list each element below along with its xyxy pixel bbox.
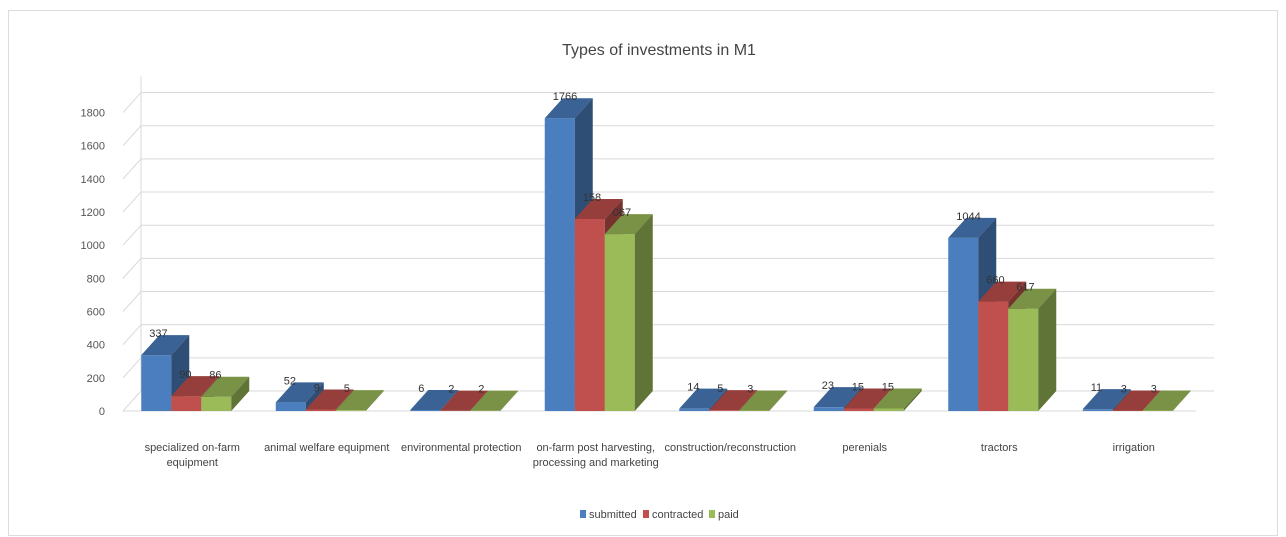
gridline-side [123,126,141,146]
bar-paid [1008,289,1056,411]
data-label: 52 [284,375,296,387]
data-label: 337 [149,328,167,340]
data-label: 5 [344,383,350,395]
y-tick-label: 800 [87,273,105,285]
data-label: 6 [418,383,424,395]
category-label: irrigation [1113,442,1155,454]
gridline-side [123,192,141,212]
bars [141,98,1191,411]
category-label: animal welfare equipment [264,442,389,454]
data-label: 1044 [956,211,980,223]
legend-label-contracted: contracted [652,509,703,521]
data-label: 3 [1121,384,1127,396]
gridline-side [123,358,141,378]
category-label: on-farm post harvesting,processing and m… [533,442,659,469]
legend-swatch-submitted [580,510,586,518]
gridline-side [123,325,141,345]
data-label: 1766 [553,91,577,103]
data-label: 3 [1151,384,1157,396]
data-label: 86 [209,370,221,382]
bar-chart: 0 200 400 600 800 1000 1200 1400 1600 1800 337 90 8… [9,11,1279,537]
legend-label-paid: paid [718,509,739,521]
y-tick-label: 1600 [81,141,105,153]
data-label: 660 [986,275,1004,287]
data-label: 2 [478,384,484,396]
data-label: 067 [613,207,631,219]
data-label: 158 [583,192,601,204]
data-label: 3 [747,384,753,396]
data-label: 15 [882,382,894,394]
data-label: 90 [179,369,191,381]
category-label: environmental protection [401,442,521,454]
y-tick-label: 1400 [81,174,105,186]
data-label: 2 [448,384,454,396]
y-tick-label: 0 [99,406,105,418]
bar-paid [605,214,653,411]
data-label: 9 [314,383,320,395]
y-tick-label: 1000 [81,240,105,252]
y-tick-label: 400 [87,340,105,352]
legend: submitted contracted paid [580,509,739,521]
gridline-side [123,159,141,179]
gridline-side [123,225,141,245]
gridline-side [123,391,141,411]
y-tick-label: 200 [87,373,105,385]
y-tick-label: 1800 [81,108,105,120]
gridline-side [123,93,141,113]
chart-title: Types of investments in M1 [562,42,756,59]
chart-frame: 0 200 400 600 800 1000 1200 1400 1600 1800 337 90 8… [8,10,1278,536]
data-label: 23 [822,380,834,392]
data-label: 617 [1016,282,1034,294]
data-label: 11 [1091,382,1102,394]
legend-swatch-contracted [643,510,649,518]
data-label: 14 [687,382,699,394]
gridline-side [123,292,141,312]
y-tick-label: 1200 [81,207,105,219]
category-label: perenials [842,442,887,454]
y-axis-ticks: 0 200 400 600 800 1000 1200 1400 1600 1800 [81,108,105,418]
data-label: 15 [852,382,864,394]
gridline-side [123,258,141,278]
legend-label-submitted: submitted [589,509,637,521]
category-label: tractors [981,442,1018,454]
data-label: 5 [717,383,723,395]
legend-swatch-paid [709,510,715,518]
category-label: construction/reconstruction [665,442,796,454]
y-tick-label: 600 [87,307,105,319]
